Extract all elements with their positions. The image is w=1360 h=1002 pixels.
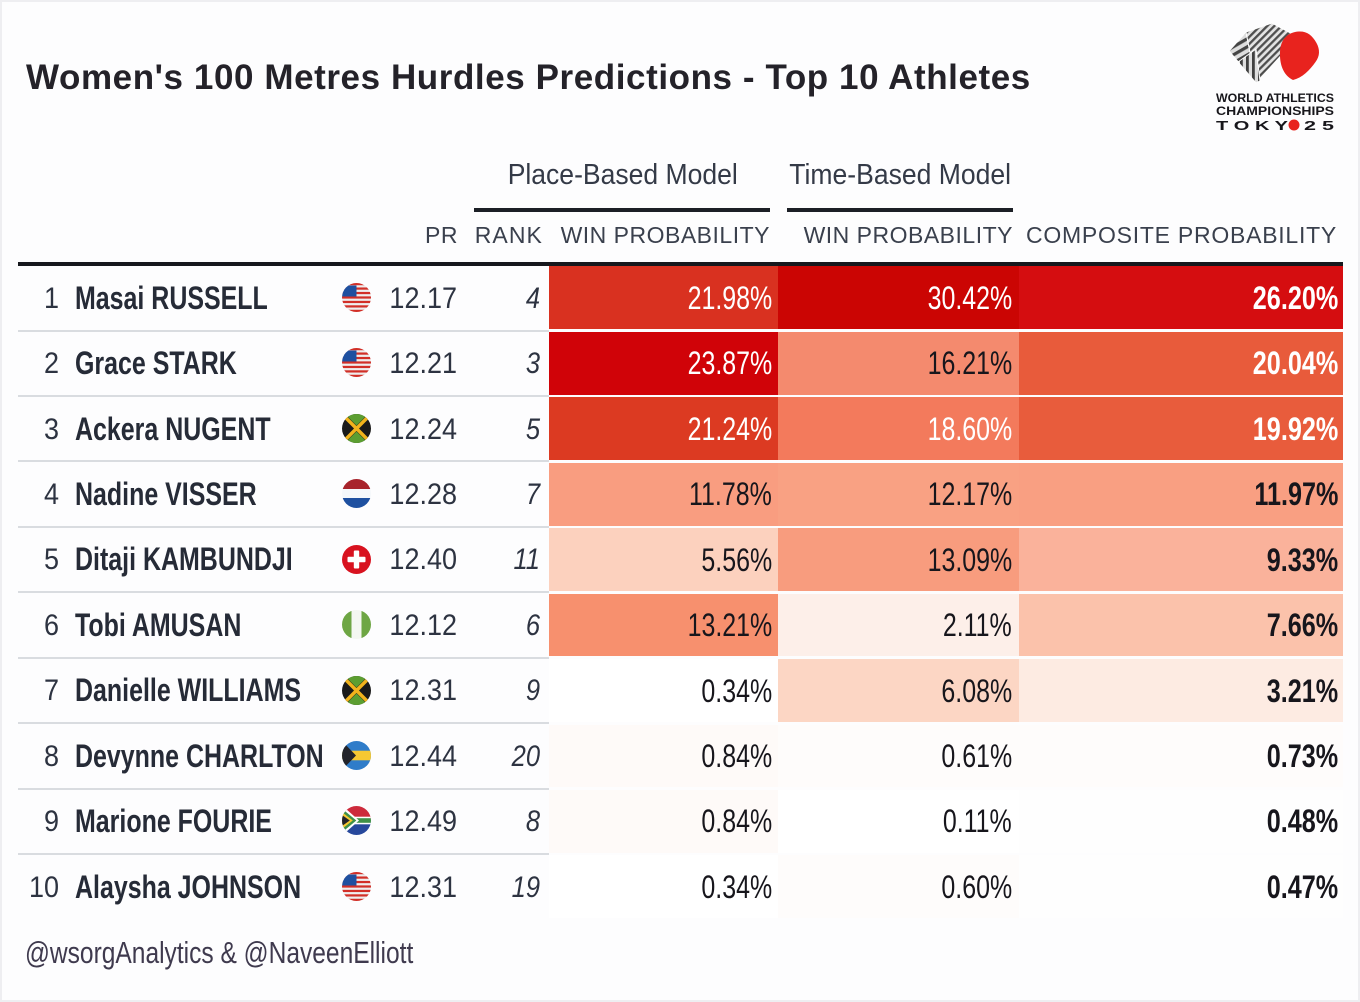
svg-text:T O K Y: T O K Y (1216, 118, 1288, 133)
svg-text:CHAMPIONSHIPS: CHAMPIONSHIPS (1216, 106, 1334, 118)
svg-text:WORLD ATHLETICS: WORLD ATHLETICS (1216, 93, 1334, 105)
svg-text:2 5: 2 5 (1304, 118, 1334, 133)
